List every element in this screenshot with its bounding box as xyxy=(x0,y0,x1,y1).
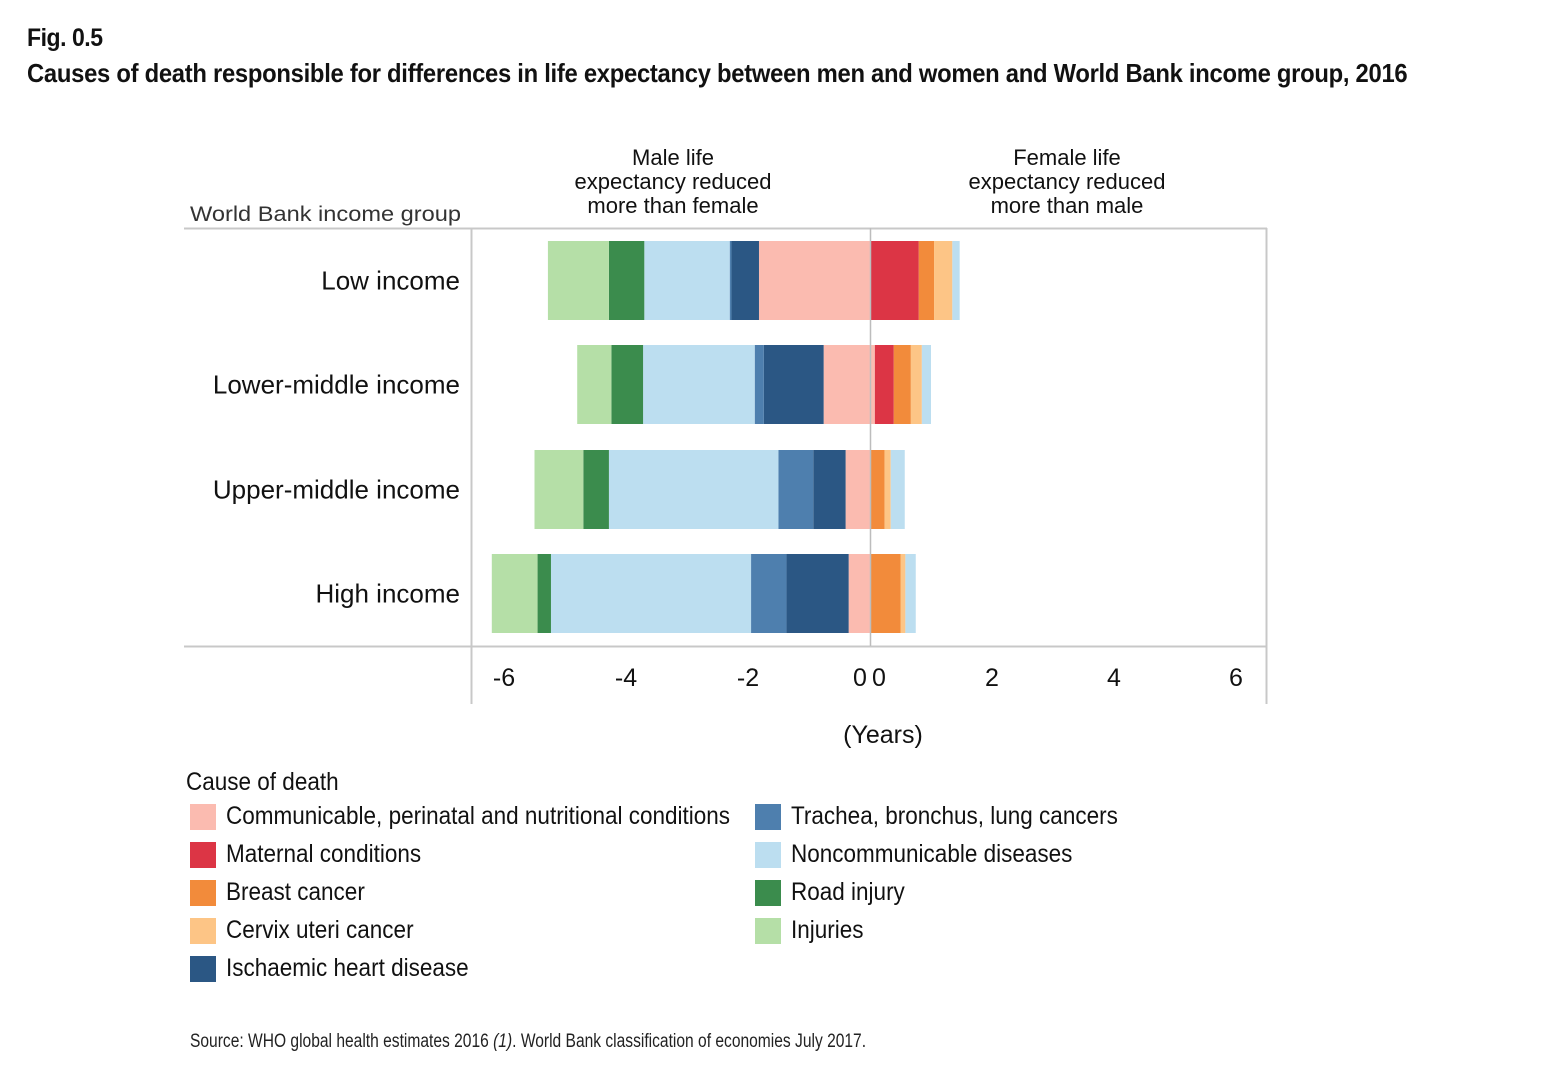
bar-segment xyxy=(577,345,612,424)
legend-label: Breast cancer xyxy=(226,878,365,906)
header-line: expectancy reduced xyxy=(575,169,772,194)
figure-number: Fig. 0.5 xyxy=(27,24,103,52)
row-label: Upper-middle income xyxy=(213,475,460,505)
tick-label: 0 xyxy=(872,664,886,692)
bar-segment xyxy=(751,554,787,633)
bar-segment xyxy=(918,241,935,320)
source-prefix: Source: WHO global health estimates 2016 xyxy=(190,1031,494,1052)
header-line: more than male xyxy=(991,193,1144,218)
bar-segment xyxy=(778,450,814,529)
bar-segment xyxy=(934,241,953,320)
legend-label: Maternal conditions xyxy=(226,840,422,868)
x-axis-label: (Years) xyxy=(843,721,923,749)
tick-label: -4 xyxy=(615,664,637,692)
source-note: Source: WHO global health estimates 2016… xyxy=(190,1031,866,1053)
header-line: Male life xyxy=(632,145,714,170)
bar-segment xyxy=(611,345,644,424)
header-line: Female life xyxy=(1013,145,1121,170)
bar-segment xyxy=(921,345,931,424)
bar-segment xyxy=(758,241,870,320)
bar-segment xyxy=(754,345,764,424)
bar-segment xyxy=(848,554,870,633)
bar-segment xyxy=(870,450,885,529)
legend-label: Trachea, bronchus, lung cancers xyxy=(791,802,1118,830)
bar-segment xyxy=(644,241,730,320)
legend-label: Injuries xyxy=(791,916,864,944)
bar-segment xyxy=(890,450,905,529)
bar-segment xyxy=(534,450,584,529)
legend-label: Noncommunicable diseases xyxy=(791,840,1073,868)
legend-swatch xyxy=(190,880,216,906)
bar-segment xyxy=(608,450,779,529)
bar-segment xyxy=(870,241,919,320)
bar-segment xyxy=(763,345,824,424)
bar-segment xyxy=(786,554,849,633)
bar-segment xyxy=(608,241,645,320)
legend-label: Communicable, perinatal and nutritional … xyxy=(226,802,731,830)
legend-swatch xyxy=(755,880,781,906)
bar-segment xyxy=(845,450,870,529)
legend-swatch xyxy=(190,956,216,982)
source-suffix: . World Bank classification of economies… xyxy=(512,1031,867,1052)
bar-segment xyxy=(910,345,922,424)
legend-swatch xyxy=(755,842,781,868)
legend-label: Road injury xyxy=(791,878,905,906)
row-labels: Low income Lower-middle income Upper-middl… xyxy=(213,266,460,609)
bar-segment xyxy=(491,554,538,633)
bar-segment xyxy=(537,554,551,633)
bar-segment xyxy=(823,345,870,424)
bar-segment xyxy=(731,241,759,320)
source-ref: (1) xyxy=(493,1031,513,1052)
tick-label: 2 xyxy=(985,664,999,692)
row-axis-title: World Bank income group xyxy=(190,203,461,226)
bars-group xyxy=(491,241,960,633)
tick-label: -2 xyxy=(737,664,759,692)
legend-swatch xyxy=(190,842,216,868)
tick-label: 6 xyxy=(1229,664,1243,692)
legend-swatch xyxy=(755,804,781,830)
bar-segment xyxy=(583,450,609,529)
row-label: High income xyxy=(315,579,460,609)
header-line: more than female xyxy=(587,193,758,218)
bar-segment xyxy=(884,450,891,529)
bar-segment xyxy=(643,345,755,424)
bar-segment xyxy=(870,345,875,424)
tick-label: -6 xyxy=(493,664,515,692)
bar-segment xyxy=(893,345,911,424)
x-axis-ticks: -6 -4 -2 0 0 2 4 6 xyxy=(493,664,1243,692)
legend-label: Ischaemic heart disease xyxy=(226,954,469,982)
row-label: Low income xyxy=(321,266,460,296)
bar-segment xyxy=(874,345,894,424)
legend-swatch xyxy=(755,918,781,944)
tick-label: 4 xyxy=(1107,664,1121,692)
bar-segment xyxy=(550,554,752,633)
legend-swatch xyxy=(190,804,216,830)
legend-label: Cervix uteri cancer xyxy=(226,916,414,944)
legend-swatch xyxy=(190,918,216,944)
bar-segment xyxy=(870,554,901,633)
bar-segment xyxy=(729,241,732,320)
tick-label: 0 xyxy=(853,664,867,692)
bar-segment xyxy=(952,241,960,320)
bar-segment xyxy=(547,241,609,320)
bar-segment xyxy=(900,554,906,633)
bar-segment xyxy=(905,554,916,633)
figure-title: Causes of death responsible for differen… xyxy=(27,58,1408,88)
bar-segment xyxy=(813,450,846,529)
row-label: Lower-middle income xyxy=(213,370,460,400)
legend-title: Cause of death xyxy=(186,768,339,796)
header-line: expectancy reduced xyxy=(969,169,1166,194)
